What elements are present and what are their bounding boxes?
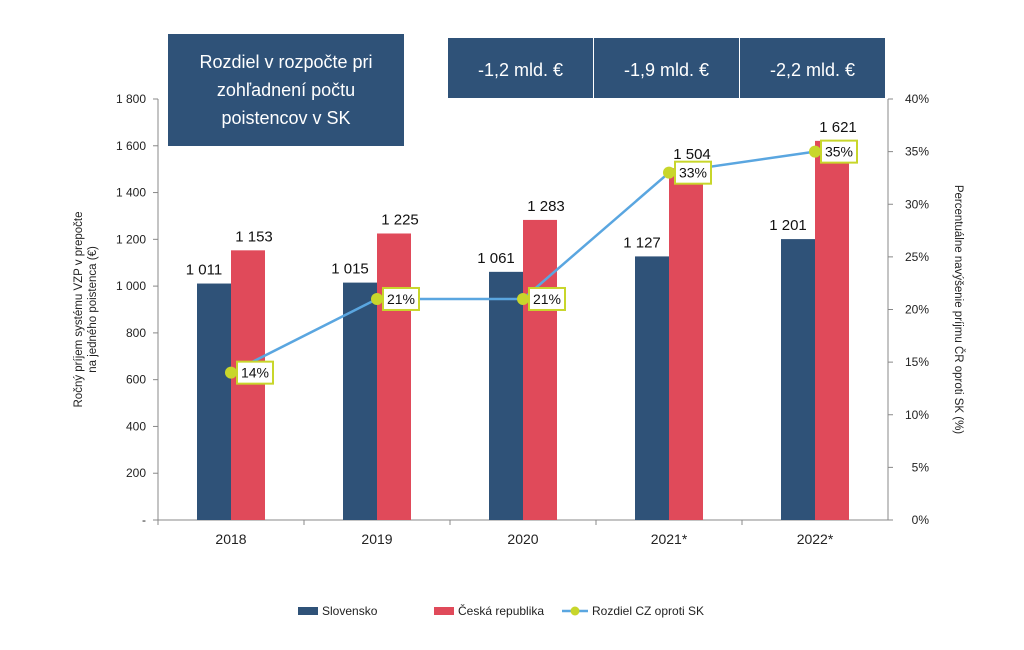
line-data-label: 14% <box>241 365 269 381</box>
y-axis-title: Ročný príjem systému VZP v prepočte na je… <box>73 212 99 408</box>
bar-slovensko <box>343 282 377 520</box>
line-data-label-box <box>820 139 858 164</box>
bar-slovensko <box>635 256 669 520</box>
bar-ceska-republika <box>523 219 557 520</box>
y-tick-label: 800 <box>126 326 146 340</box>
y2-tick-label: 10% <box>905 408 929 422</box>
y-tick-label: 200 <box>126 466 146 480</box>
y2-tick-label: 0% <box>912 513 930 527</box>
y2-tick-label: 20% <box>905 303 929 317</box>
bar-ceska-republika <box>669 168 703 520</box>
y2-tick-label: 25% <box>905 250 929 264</box>
data-label-slovensko: 1 127 <box>623 234 661 251</box>
annotation-title-line: poistencov v SK <box>221 108 350 128</box>
x-tick-label: 2021* <box>651 531 688 547</box>
line-data-label: 35% <box>825 144 853 160</box>
line-marker <box>517 292 529 305</box>
y2-axis-title: Percentuálne navýšenie príjmu ČR oproti … <box>952 185 965 434</box>
x-tick-label: 2022* <box>797 531 834 547</box>
data-label-ceska-republika: 1 225 <box>381 211 419 228</box>
y2-tick-label: 40% <box>905 92 929 106</box>
line-data-label-box <box>236 360 274 385</box>
y2-tick-label: 35% <box>905 145 929 159</box>
bar-slovensko <box>781 239 815 521</box>
line-data-label: 21% <box>387 291 415 307</box>
annotation-box-title <box>168 34 404 146</box>
legend-label-rozdiel: Rozdiel CZ oproti SK <box>592 604 704 618</box>
y-tick-label: 1 800 <box>116 92 146 106</box>
legend-swatch-slovensko <box>298 607 318 615</box>
bar-ceska-republika <box>231 250 265 520</box>
bar-slovensko <box>489 271 523 520</box>
data-label-ceska-republika: 1 283 <box>527 198 565 215</box>
legend-label-ceska-republika: Česká republika <box>458 603 544 618</box>
y-axis-title-line: Ročný príjem systému VZP v prepočte <box>73 212 85 408</box>
line-marker <box>809 145 821 158</box>
annotation-difference-label: -2,2 mld. € <box>770 60 855 80</box>
y-tick-label: 600 <box>126 373 146 387</box>
data-label-slovensko: 1 061 <box>477 250 515 267</box>
y2-tick-label: 30% <box>905 197 929 211</box>
line-marker <box>663 166 675 179</box>
bar-slovensko <box>197 283 231 520</box>
y-tick-label: - <box>142 513 146 527</box>
y-axis-title-line: na jedného poistenca (€) <box>87 246 99 373</box>
line-data-label: 33% <box>679 165 707 181</box>
x-tick-label: 2018 <box>215 531 246 547</box>
y-tick-label: 1 000 <box>116 279 146 293</box>
data-label-ceska-republika: 1 621 <box>819 119 857 136</box>
data-label-ceska-republika: 1 153 <box>235 228 273 245</box>
data-label-slovensko: 1 015 <box>331 261 369 278</box>
data-label-slovensko: 1 011 <box>186 262 222 279</box>
data-label-ceska-republika: 1 504 <box>673 146 711 163</box>
y2-tick-label: 5% <box>912 460 930 474</box>
annotation-difference-label: -1,2 mld. € <box>478 60 563 80</box>
legend-label-slovensko: Slovensko <box>322 604 378 618</box>
bar-ceska-republika <box>815 140 849 521</box>
data-label-slovensko: 1 201 <box>769 217 807 234</box>
line-data-label-box <box>674 160 712 185</box>
legend-swatch-ceska-republika <box>434 607 454 615</box>
annotation-title-line: Rozdiel v rozpočte pri <box>199 52 372 72</box>
legend-marker-rozdiel <box>570 606 580 616</box>
annotation-difference-label: -1,9 mld. € <box>624 60 709 80</box>
y-tick-label: 1 400 <box>116 186 146 200</box>
y-tick-label: 1 200 <box>116 232 146 246</box>
y2-tick-label: 15% <box>905 355 929 369</box>
annotation-title-line: zohľadnení počtu <box>217 80 355 100</box>
y-tick-label: 400 <box>126 419 146 433</box>
annotation-box-difference <box>594 38 739 98</box>
x-tick-label: 2020 <box>507 531 538 547</box>
line-data-label-box <box>528 286 566 311</box>
line-marker <box>225 366 237 379</box>
bar-ceska-republika <box>377 233 411 520</box>
line-marker <box>371 292 383 305</box>
line-data-label: 21% <box>533 291 561 307</box>
x-tick-label: 2019 <box>361 531 392 547</box>
y-tick-label: 1 600 <box>116 139 146 153</box>
annotation-box-difference <box>448 38 593 98</box>
line-data-label-box <box>382 286 420 311</box>
annotation-box-difference <box>740 38 885 98</box>
